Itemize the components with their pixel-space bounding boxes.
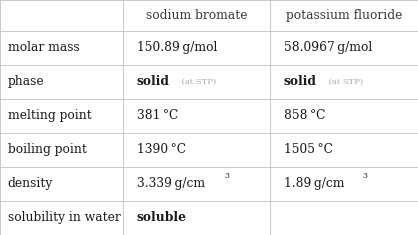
- Text: (at STP): (at STP): [326, 78, 364, 86]
- Text: phase: phase: [8, 75, 44, 88]
- Text: density: density: [8, 177, 53, 190]
- Text: 1505 °C: 1505 °C: [284, 143, 333, 156]
- Text: molar mass: molar mass: [8, 41, 79, 54]
- Text: 3: 3: [224, 172, 229, 180]
- Text: 58.0967 g/mol: 58.0967 g/mol: [284, 41, 372, 54]
- Text: 1.89 g/cm: 1.89 g/cm: [284, 177, 344, 190]
- Text: 858 °C: 858 °C: [284, 109, 325, 122]
- Text: potassium fluoride: potassium fluoride: [286, 9, 403, 22]
- Text: (at STP): (at STP): [179, 78, 217, 86]
- Text: soluble: soluble: [137, 212, 187, 224]
- Text: 381 °C: 381 °C: [137, 109, 178, 122]
- Text: 150.89 g/mol: 150.89 g/mol: [137, 41, 217, 54]
- Text: sodium bromate: sodium bromate: [146, 9, 247, 22]
- Text: boiling point: boiling point: [8, 143, 87, 156]
- Text: solid: solid: [284, 75, 317, 88]
- Text: 3.339 g/cm: 3.339 g/cm: [137, 177, 205, 190]
- Text: solid: solid: [137, 75, 170, 88]
- Text: solubility in water: solubility in water: [8, 212, 120, 224]
- Text: 1390 °C: 1390 °C: [137, 143, 186, 156]
- Text: 3: 3: [362, 172, 367, 180]
- Text: melting point: melting point: [8, 109, 91, 122]
